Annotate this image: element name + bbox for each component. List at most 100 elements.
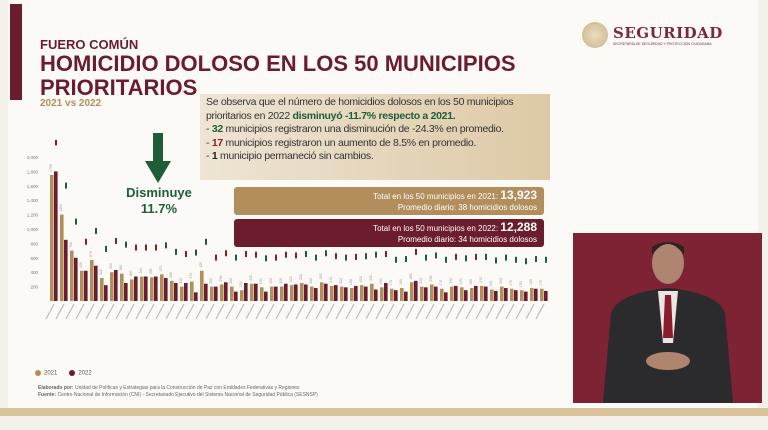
bar-2022: [364, 286, 368, 301]
data-label: 260: [319, 273, 323, 279]
bar-2021: [520, 290, 524, 301]
increase-marker: [475, 253, 477, 260]
trend-text: Disminuye: [126, 185, 192, 200]
data-label: 180: [469, 279, 473, 285]
x-tick-label: [295, 303, 305, 320]
x-tick-label: [265, 303, 275, 320]
bar-2022: [424, 287, 428, 301]
y-tick-label: 200: [30, 285, 38, 290]
bar-2021: [130, 279, 134, 301]
bar-2021: [80, 270, 84, 301]
bar-2022: [244, 283, 248, 301]
decrease-marker: [265, 255, 267, 262]
x-tick-label: [455, 303, 465, 320]
x-tick-label: [395, 303, 405, 320]
decrease-marker: [315, 254, 317, 261]
data-label: 210: [479, 277, 483, 283]
bar-2022: [444, 292, 448, 301]
data-label: 400: [109, 263, 113, 269]
bar-2022: [174, 283, 178, 301]
decrease-marker: [465, 255, 467, 262]
bar-2022: [314, 288, 318, 301]
increase-marker: [285, 251, 287, 258]
nochange-text: municipio permaneció sin cambios.: [217, 150, 374, 162]
increase-marker: [215, 254, 217, 261]
total-label: Total en los 50 municipios en 2022:: [373, 224, 501, 233]
legend-item-2021: 2021: [35, 370, 57, 377]
bar-2021: [370, 283, 374, 301]
data-label: 200: [279, 278, 283, 284]
x-tick-label: [385, 303, 395, 320]
y-tick-label: 1,600: [27, 184, 39, 189]
x-tick-label: [355, 303, 365, 320]
bar-2021: [350, 288, 354, 301]
arrow-down-icon: [145, 133, 171, 183]
bar-2022: [184, 283, 188, 301]
data-label: 280: [169, 272, 173, 278]
decrease-marker: [495, 257, 497, 264]
x-tick-label: [95, 303, 105, 320]
data-label: 200: [339, 278, 343, 284]
y-tick-label: 1,200: [27, 213, 39, 218]
decrease-marker: [105, 245, 107, 252]
decrease-marker: [235, 254, 237, 261]
bar-2021: [260, 287, 264, 301]
daily-average: Promedio diario: 38 homicidios dolosos: [397, 203, 537, 212]
increase-marker: [155, 244, 157, 251]
x-tick-label: [75, 303, 85, 320]
data-label: 240: [369, 275, 373, 281]
bar-2022: [204, 283, 208, 301]
decrease-marker: [425, 254, 427, 261]
data-label: 230: [219, 276, 223, 282]
increase-marker: [455, 253, 457, 260]
decrease-marker: [365, 253, 367, 260]
y-tick-label: 1,400: [27, 198, 39, 203]
y-tick-label: 1,000: [27, 227, 39, 232]
source-label: Fuente:: [38, 392, 57, 398]
x-tick-label: [415, 303, 425, 320]
x-tick-label: [315, 303, 325, 320]
bar-2022: [524, 291, 528, 301]
x-tick-label: [245, 303, 255, 320]
decrease-marker: [535, 256, 537, 263]
bar-2022: [64, 239, 68, 301]
decrease-text: municipios registraron una disminución d…: [222, 123, 505, 135]
bar-2022: [344, 287, 348, 301]
decrease-marker: [345, 254, 347, 261]
page-title: HOMICIDIO DOLOSO EN LOS 50 MUNICIPIOS PR…: [40, 51, 516, 100]
x-tick-label: [65, 303, 75, 320]
data-label: 170: [539, 280, 543, 286]
bar-2022: [474, 285, 478, 301]
data-label: 220: [289, 276, 293, 282]
bar-2021: [70, 250, 74, 301]
data-label: 1200: [59, 204, 63, 212]
y-tick-label: 800: [30, 241, 38, 246]
decrease-marker: [325, 250, 327, 257]
bar-2021: [380, 287, 384, 301]
bar-2021: [160, 274, 164, 301]
bar-2022: [494, 290, 498, 301]
data-label: 1750: [49, 164, 53, 172]
bar-2022: [164, 277, 168, 301]
data-label: 380: [119, 265, 123, 271]
increase-marker: [385, 251, 387, 257]
data-label: 420: [79, 262, 83, 268]
bar-2021: [190, 281, 194, 301]
bar-2021: [470, 288, 474, 301]
decrease-marker: [95, 227, 97, 234]
bar-2021: [490, 289, 494, 301]
bar-2022: [504, 288, 508, 301]
total-2022-box: Total en los 50 municipios en 2022: 12,2…: [234, 219, 544, 247]
bar-2022: [294, 284, 298, 301]
bar-2022: [544, 290, 548, 301]
bar-2022: [354, 285, 358, 301]
decrease-marker: [65, 182, 67, 189]
x-tick-label: [145, 303, 155, 320]
increase-marker: [355, 253, 357, 260]
bar-2022: [384, 283, 388, 301]
bar-2021: [180, 286, 184, 301]
increase-marker: [55, 140, 57, 146]
info-highlight: disminuyó -11.7% respecto a 2021.: [292, 109, 456, 122]
x-tick-label: [275, 303, 285, 320]
decrease-marker: [75, 218, 77, 225]
